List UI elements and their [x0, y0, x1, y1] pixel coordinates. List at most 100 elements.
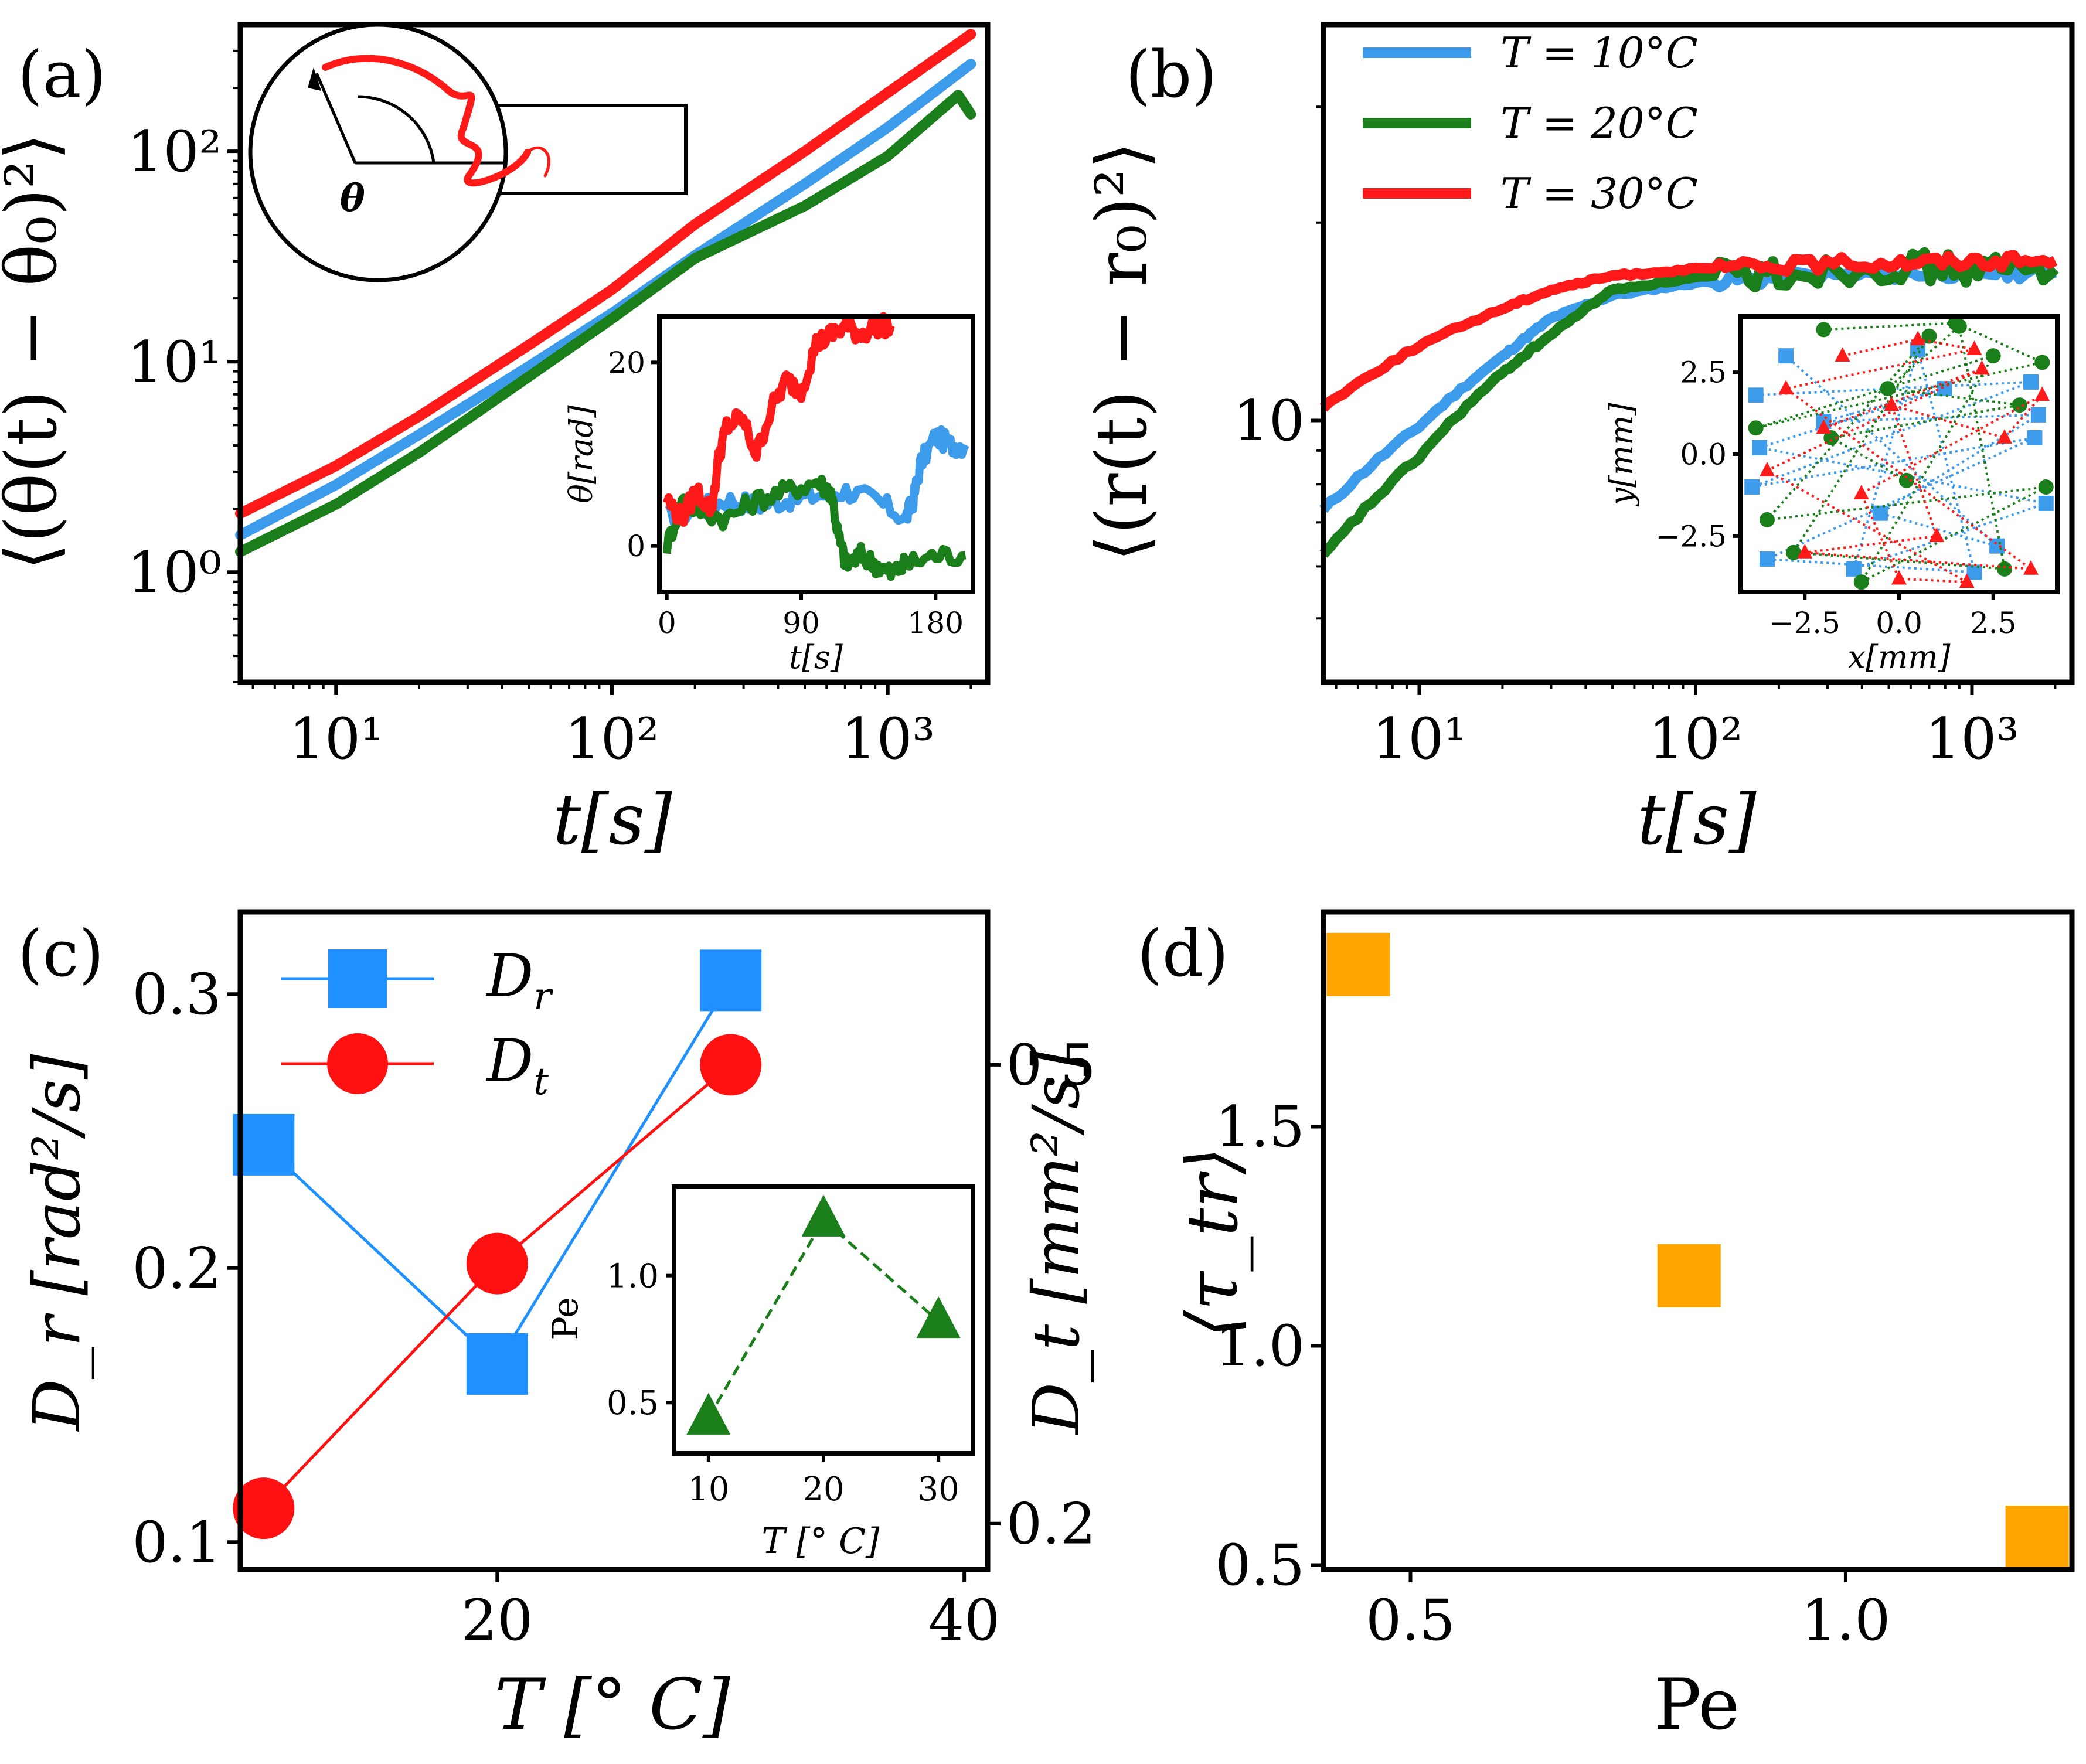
panel-b-inset-ylabel: y[mm] — [1603, 403, 1640, 507]
panel-b-label: (b) — [1125, 37, 1217, 112]
panel-c-inset-line-0 — [707, 1217, 940, 1419]
panel-d-x-tick-label-0: 0.5 — [1366, 1588, 1455, 1653]
panel-c-point-1-1 — [466, 1232, 528, 1295]
worm-tail — [526, 146, 550, 178]
panel-b-inset-point-0-3 — [2027, 430, 2043, 446]
panel-b-inset-point-0-9 — [1752, 440, 1768, 455]
panel-c-inset-y-tick-label-0: 0.5 — [607, 1384, 659, 1422]
panel-b-inset-point-2-4 — [2023, 560, 2039, 575]
panel-a-inset-line-0 — [665, 425, 969, 529]
panel-c-yl-tick-label-1: 0.2 — [132, 1235, 222, 1301]
panel-b-inset-point-2-13 — [1760, 462, 1775, 476]
panel-c-x-tick-label-1: 40 — [928, 1588, 1000, 1653]
panel-c-yr-tick-label-0: 0.2 — [1006, 1491, 1096, 1557]
panel-a-inset-ticks: 0 90 180 0 20 — [608, 346, 964, 640]
panel-d-xlabel: Pe — [1654, 1664, 1740, 1746]
panel-b-inset-point-1-0 — [1816, 322, 1832, 338]
arrow-head-icon — [308, 67, 321, 91]
panel-b-inset-point-0-13 — [1872, 505, 1888, 521]
panel-d-point-1 — [1657, 1244, 1721, 1307]
panel-a-series-line-2 — [235, 29, 976, 519]
panel-c-legend: Dr Dt — [281, 942, 553, 1104]
panel-b-inset-point-2-8 — [1997, 429, 2012, 444]
panel-c-inset-point-1 — [801, 1194, 846, 1237]
panel-b-inset-point-1-9 — [1786, 544, 1801, 560]
panel-b-inset-point-1-11 — [1951, 318, 1967, 334]
panel-a-series — [235, 29, 976, 557]
panel-b-inset-point-2-12 — [1959, 573, 1975, 588]
panel-b-inset-point-1-5 — [1853, 574, 1869, 590]
panel-b-inset-point-1-15 — [1898, 472, 1914, 488]
panel-b-inset-point-1-12 — [1880, 381, 1896, 397]
legend-label-dr: Dr — [485, 942, 553, 1019]
panel-b-inset-point-2-1 — [1910, 331, 1926, 346]
panel-c-axes-frame — [237, 909, 991, 1572]
panel-b-inset-point-1-3 — [1748, 420, 1764, 436]
panel-d-point-2 — [2005, 1506, 2069, 1569]
panel-b-inset-point-0-12 — [2030, 407, 2046, 423]
panel-b-inset-y-tick-label-2: 2.5 — [1680, 356, 1727, 390]
panel-b-inset-point-2-11 — [1891, 570, 1907, 585]
panel-b-x-tick-label-1: 10² — [1649, 706, 1743, 772]
panel-d-axes-frame — [1321, 909, 2075, 1572]
panel-b-inset-point-0-2 — [1744, 479, 1760, 495]
panel-c-inset-x-tick-label-1: 20 — [802, 1470, 844, 1508]
panel-a-label: (a) — [18, 37, 106, 112]
panel-c-yl-tick-label-0: 0.1 — [132, 1510, 222, 1575]
panel-a-inset-line-2 — [663, 312, 895, 527]
panel-d-label: (d) — [1137, 916, 1229, 991]
panel-b-inset-y-tick-label-1: 0.0 — [1680, 438, 1727, 472]
panel-a: (a) 10¹ 10² 10³ 10⁰ 10¹ 10² t[s] ⟨(θ(t) − θ₀)… — [0, 22, 991, 861]
panel-d-point-0 — [1326, 932, 1390, 996]
panel-b-inset-point-1-8 — [1921, 328, 1937, 344]
panel-c-point-0-1 — [466, 1333, 528, 1395]
panel-b-inset-point-2-0 — [1835, 347, 1850, 362]
panel-c-point-0-2 — [700, 949, 762, 1012]
panel-a-axes-frame — [237, 22, 991, 685]
panel-b-inset-point-2-2 — [1966, 340, 1982, 355]
panel-c-inset-xlabel: T [° C] — [762, 1521, 880, 1562]
panel-c-inset-point-0 — [686, 1392, 731, 1435]
panel-b-inset-path-2 — [1764, 338, 2043, 584]
panel-d-y-tick-label-2: 1.5 — [1215, 1094, 1305, 1160]
panel-b-legend: T = 10°C T = 20°C T = 30°C — [1363, 28, 1698, 218]
panel-b-inset-point-1-2 — [2034, 355, 2050, 370]
panel-a-inset-line-1 — [662, 475, 967, 581]
panel-c-inset-x-tick-label-0: 10 — [688, 1470, 729, 1508]
panel-b-inset-x-tick-label-2: 2.5 — [1970, 606, 2017, 640]
panel-b: (b) 10¹ 10² 10³ 10 t[s] ⟨(r(t) − r₀)²⟩ T = … — [1081, 22, 2075, 861]
panel-a-y-tick-label-1: 10¹ — [127, 329, 222, 395]
panel-a-inset-series — [662, 312, 969, 581]
panel-a-inset-x-tick-label-2: 180 — [908, 606, 964, 640]
panel-b-inset-point-0-4 — [1760, 551, 1775, 567]
panel-c-yl-tick-label-2: 0.3 — [132, 962, 222, 1027]
panel-b-inset-point-2-14 — [1974, 360, 1990, 375]
schematic-arena — [248, 22, 508, 282]
panel-a-ylabel: ⟨(θ(t) − θ₀)²⟩ — [0, 133, 73, 571]
panel-a-inset-xlabel: t[s] — [789, 639, 843, 676]
panel-a-inset-x-tick-label-0: 0 — [658, 606, 676, 640]
panel-b-inset: −2.5 0.0 2.5 −2.5 0.0 2.5 x[mm] y[mm] — [1603, 314, 2060, 676]
panel-b-inset-series — [1744, 316, 2054, 590]
panel-c-ylabel-left: D_r [rad²/s] — [19, 1054, 94, 1432]
panel-b-inset-x-tick-label-0: −2.5 — [1769, 606, 1840, 640]
panel-b-y-tick-label-0: 10 — [1233, 388, 1305, 454]
panel-b-inset-point-2-7 — [1884, 396, 1900, 411]
panel-b-inset-point-0-10 — [1937, 381, 1952, 397]
legend-marker-dr — [328, 949, 387, 1008]
panel-d-x-tick-label-1: 1.0 — [1801, 1588, 1891, 1653]
panel-d-series — [1326, 932, 2069, 1569]
legend-label-dt: Dt — [485, 1027, 549, 1104]
panel-b-x-tick-label-2: 10³ — [1925, 706, 2019, 772]
panel-c-inset-x-tick-label-2: 30 — [918, 1470, 959, 1508]
panel-b-inset-path-1 — [1755, 322, 2047, 585]
panel-b-inset-point-1-10 — [1997, 561, 2012, 577]
panel-c-x-tick-label-0: 20 — [461, 1588, 533, 1653]
panel-a-x-tick-label-2: 10³ — [840, 706, 935, 772]
panel-c: (c) 20 40 0.1 0.2 0.3 0.2 0.5 T [° C] D_r [rad… — [18, 909, 1096, 1746]
panel-b-inset-point-2-6 — [1929, 527, 1945, 542]
schematic-angle-arc — [357, 95, 435, 164]
panel-a-inset-y-tick-label-0: 0 — [627, 529, 645, 563]
panel-b-inset-path-0 — [1751, 345, 2051, 574]
panel-c-inset-ticks: 10 20 30 0.5 1.0 — [607, 1257, 959, 1508]
